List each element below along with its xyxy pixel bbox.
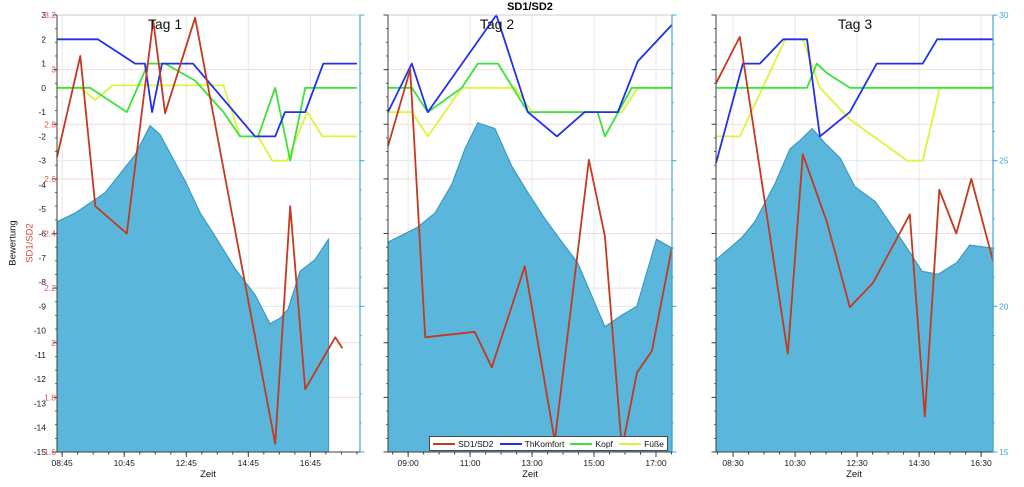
x-axis-title-2: Zeit	[522, 469, 538, 480]
y-tick-label-sd1sd2: 2.6	[44, 174, 56, 184]
legend: SD1/SD2 ThKomfort Kopf Füße	[429, 436, 668, 451]
area-temperature	[388, 122, 672, 453]
legend-line-fuesse-icon	[619, 442, 642, 445]
y-axis-title-sd1sd2: SD1/SD2	[24, 223, 36, 263]
x-tick-label: 16:45	[300, 458, 322, 468]
line-thkomfort	[57, 38, 357, 138]
x-tick-label: 12:45	[176, 458, 198, 468]
line-kopf	[388, 62, 672, 138]
y-tick-label-bewertung: -14	[34, 423, 47, 433]
area-temperature-edge	[715, 127, 994, 452]
y-tick-label-bewertung: -1	[38, 107, 46, 117]
line-fuesse	[716, 38, 993, 162]
subplot-label-tag2: Tag 2	[479, 16, 515, 32]
legend-label-thkomfort: ThKomfort	[524, 438, 565, 449]
legend-line-kopf-icon	[570, 442, 593, 445]
area-temperature-edge	[56, 124, 330, 452]
legend-item-kopf: Kopf	[570, 439, 613, 449]
y-tick-label-bewertung: -6	[38, 229, 46, 239]
line-fuesse	[388, 86, 672, 138]
y-tick-label-sd1sd2: 2.2	[44, 283, 56, 293]
x-axis-title-1: Zeit	[200, 469, 216, 480]
legend-line-thkomfort-icon	[499, 442, 522, 445]
y-tick-label-bewertung: -9	[38, 301, 46, 311]
y-tick-label-bewertung: -5	[38, 204, 46, 214]
x-tick-label: 14:45	[238, 458, 260, 468]
y-tick-label-right: 25	[999, 156, 1009, 166]
chart-title: SD1/SD2	[507, 1, 553, 13]
y-tick-label-bewertung: -3	[38, 156, 46, 166]
x-tick-label: 08:45	[52, 458, 74, 468]
x-tick-label: 08:30	[722, 458, 744, 468]
x-tick-label: 15:00	[583, 458, 605, 468]
legend-label-kopf: Kopf	[595, 438, 613, 449]
y-tick-label-sd1sd2: 2	[51, 338, 56, 348]
area-temperature	[57, 125, 329, 452]
area-temperature	[716, 128, 993, 452]
y-tick-label-right: 30	[999, 10, 1009, 20]
x-tick-label: 16:30	[970, 458, 992, 468]
x-tick-label: 13:00	[521, 458, 543, 468]
x-tick-label: 10:30	[784, 458, 806, 468]
legend-item-fuesse: Füße	[619, 439, 664, 449]
y-tick-label-sd1sd2: 2.8	[44, 119, 56, 129]
y-tick-label-bewertung: -13	[34, 398, 47, 408]
y-tick-label-bewertung: 3	[41, 10, 46, 20]
y-tick-label-bewertung: -4	[38, 180, 46, 190]
y-tick-label-bewertung: 2	[41, 34, 46, 44]
y-tick-label-right: 15	[999, 447, 1009, 457]
y-tick-label-bewertung: -10	[34, 326, 47, 336]
x-tick-label: 09:00	[397, 458, 419, 468]
y-tick-label-bewertung: -8	[38, 277, 46, 287]
area-temperature-edge	[387, 122, 673, 452]
y-tick-label-right: 20	[999, 301, 1009, 311]
y-tick-label-sd1sd2: 1.8	[44, 392, 56, 402]
line-sd1sd2	[715, 36, 994, 418]
x-tick-label: 17:00	[645, 458, 667, 468]
x-axis-title-3: Zeit	[846, 469, 862, 480]
x-tick-label: 10:45	[114, 458, 136, 468]
x-tick-label: 12:30	[846, 458, 868, 468]
y-tick-label-bewertung: 1	[41, 59, 46, 69]
legend-line-sd1sd2-icon	[433, 442, 456, 445]
y-tick-label-sd1sd2: 2.4	[44, 229, 56, 239]
y-tick-label-bewertung: -12	[34, 374, 47, 384]
line-kopf	[57, 62, 357, 162]
line-thkomfort	[715, 38, 993, 164]
y-axis-title-bewertung: Bewertung	[7, 220, 19, 266]
y-tick-label-bewertung: -15	[34, 447, 47, 457]
line-sd1sd2	[56, 16, 344, 445]
x-tick-label: 14:30	[908, 458, 930, 468]
subplot-label-tag3: Tag 3	[837, 16, 873, 32]
subplot-label-tag1: Tag 1	[147, 16, 183, 32]
y-tick-label-sd1sd2: 3	[51, 65, 56, 75]
y-tick-label-bewertung: -7	[38, 253, 46, 263]
legend-item-sd1sd2: SD1/SD2	[433, 438, 494, 449]
y-tick-label-sd1sd2: 3.2	[44, 10, 56, 20]
y-tick-label-bewertung: -11	[34, 350, 46, 360]
legend-label-sd1sd2: SD1/SD2	[458, 438, 494, 449]
y-tick-label-bewertung: -2	[38, 131, 46, 141]
legend-item-thkomfort: ThKomfort	[499, 438, 565, 449]
x-tick-label: 11:00	[460, 458, 481, 468]
line-thkomfort	[387, 14, 673, 138]
y-tick-label-sd1sd2: 1.6	[44, 447, 56, 457]
y-tick-label-bewertung: 0	[41, 83, 46, 93]
line-kopf	[716, 62, 993, 89]
legend-label-fuesse: Füße	[644, 438, 664, 449]
